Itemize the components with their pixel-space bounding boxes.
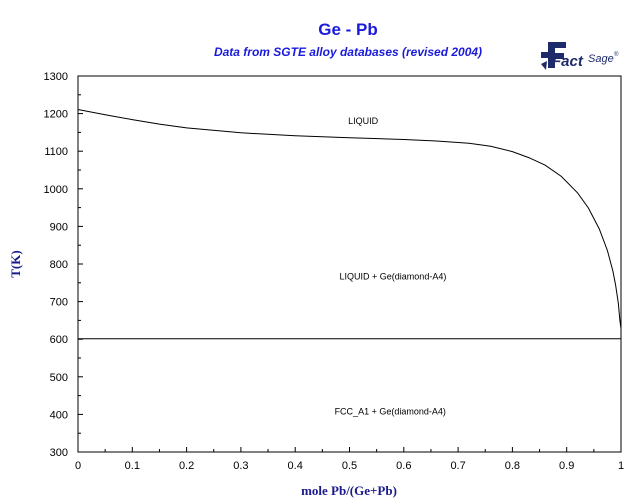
x-axis: 0 0.1 0.2 0.3 0.4 0.5 0.6 0.7 0.8 0.9 1 [75,447,624,472]
x-tick-label: 0.8 [505,460,520,472]
factsage-logo: Fact Sage ® [541,42,619,70]
y-tick-label: 300 [50,447,68,459]
factsage-logo-mark [541,42,566,70]
plot-frame [77,75,622,453]
y-tick-label: 1200 [44,109,68,121]
y-axis: 300 400 500 600 700 800 900 1000 1100 1200 1300 [44,71,83,459]
series-layer [77,109,622,340]
y-tick-label: 800 [50,259,68,271]
x-tick-label: 0.9 [559,460,574,472]
x-tick-label: 0.5 [342,460,357,472]
liquidus-line [77,109,622,329]
logo-text-fact: Fact [552,53,584,70]
chart-title: Ge - Pb [318,20,378,39]
x-tick-label: 0.6 [396,460,411,472]
x-axis-title: mole Pb/(Ge+Pb) [301,483,397,498]
y-tick-label: 1100 [44,146,68,158]
y-axis-title: T(K) [8,250,23,277]
y-tick-label: 500 [50,372,68,384]
x-tick-label: 1 [618,460,624,472]
x-tick-label: 0.1 [125,460,140,472]
region-label: FCC_A1 + Ge(diamond-A4) [335,406,446,416]
x-tick-label: 0.3 [233,460,248,472]
y-tick-label: 700 [50,297,68,309]
region-label: LIQUID + Ge(diamond-A4) [340,271,447,281]
annotation-layer: LIQUID LIQUID + Ge(diamond-A4) FCC_A1 + Ge… [335,116,447,416]
y-tick-label: 1000 [44,184,68,196]
logo-mark: ® [614,51,619,58]
y-tick-label: 1300 [44,71,68,83]
x-tick-label: 0 [75,460,81,472]
region-label: LIQUID [348,116,379,126]
y-tick-label: 400 [50,409,68,421]
x-tick-label: 0.7 [450,460,465,472]
chart-subtitle: Data from SGTE alloy databases (revised … [214,45,482,59]
y-tick-label: 900 [50,221,68,233]
y-tick-label: 600 [50,334,68,346]
logo-text-sage: Sage [588,53,614,65]
x-tick-label: 0.4 [288,460,303,472]
x-tick-label: 0.2 [179,460,194,472]
